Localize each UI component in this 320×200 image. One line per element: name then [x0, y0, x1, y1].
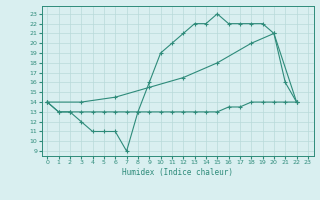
X-axis label: Humidex (Indice chaleur): Humidex (Indice chaleur) [122, 168, 233, 177]
